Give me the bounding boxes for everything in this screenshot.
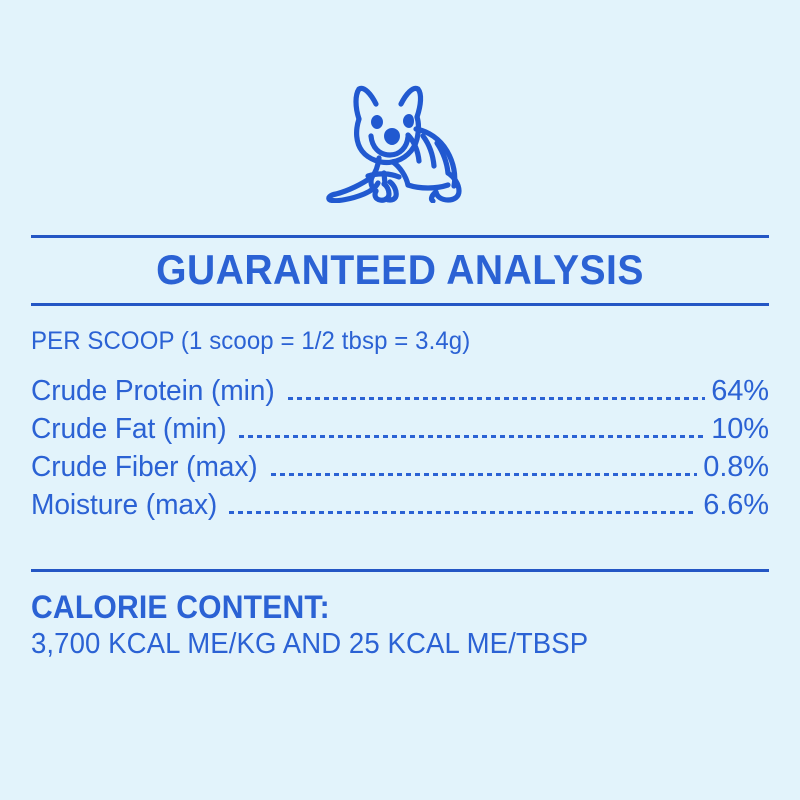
- nutrient-label: Crude Fiber (max): [31, 451, 258, 483]
- divider-top: [31, 235, 769, 238]
- nutrient-value: 6.6%: [703, 489, 769, 521]
- calorie-content-value: 3,700 KCAL ME/KG AND 25 KCAL ME/TBSP: [31, 628, 589, 660]
- divider-below-title: [31, 303, 769, 306]
- nutrient-table: Crude Protein (min) 64% Crude Fat (min) …: [31, 374, 769, 526]
- divider-above-calorie: [31, 569, 769, 572]
- nutrient-value: 64%: [711, 375, 769, 407]
- brand-logo: [0, 72, 800, 212]
- nutrient-value: 0.8%: [703, 451, 769, 483]
- table-row: Crude Fat (min) 10%: [31, 412, 769, 450]
- leader-dots: [270, 473, 698, 476]
- french-bulldog-icon: [326, 85, 462, 203]
- leader-dots: [228, 511, 698, 514]
- table-row: Crude Protein (min) 64%: [31, 374, 769, 412]
- serving-size-text: PER SCOOP (1 scoop = 1/2 tbsp = 3.4g): [31, 327, 471, 355]
- nutrient-label: Moisture (max): [31, 489, 218, 521]
- calorie-content-heading: CALORIE CONTENT:: [31, 589, 330, 625]
- nutrient-label: Crude Protein (min): [31, 375, 275, 407]
- leader-dots: [288, 397, 706, 400]
- nutrient-value: 10%: [711, 413, 769, 445]
- table-row: Crude Fiber (max) 0.8%: [31, 450, 769, 488]
- calorie-content-section: CALORIE CONTENT: 3,700 KCAL ME/KG AND 25…: [31, 588, 769, 662]
- table-row: Moisture (max) 6.6%: [31, 488, 769, 526]
- page-title: GUARANTEED ANALYSIS: [156, 246, 644, 293]
- leader-dots: [238, 435, 706, 438]
- nutrient-label: Crude Fat (min): [31, 413, 227, 445]
